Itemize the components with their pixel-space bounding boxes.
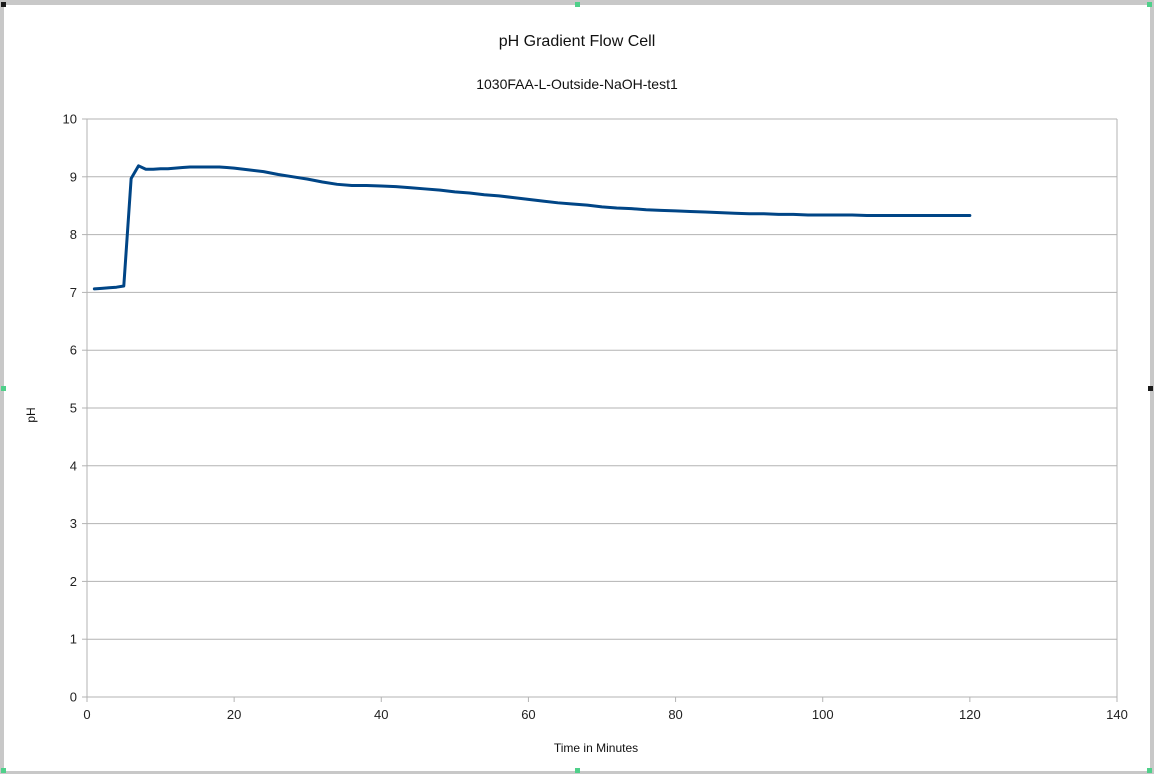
x-tick-label: 100 bbox=[812, 707, 834, 722]
x-tick-label: 140 bbox=[1106, 707, 1128, 722]
y-tick-label: 2 bbox=[70, 574, 77, 589]
x-tick-label: 120 bbox=[959, 707, 981, 722]
chart-subtitle: 1030FAA-L-Outside-NaOH-test1 bbox=[476, 76, 678, 92]
y-axis-label: pH bbox=[24, 407, 38, 422]
y-tick-label: 10 bbox=[63, 112, 77, 127]
y-tick-label: 8 bbox=[70, 227, 77, 242]
resize-handle-top-right[interactable] bbox=[1147, 2, 1152, 7]
y-tick-label: 3 bbox=[70, 516, 77, 531]
resize-handle-bottom-left[interactable] bbox=[1, 768, 6, 773]
x-tick-label: 20 bbox=[227, 707, 241, 722]
x-tick-label: 40 bbox=[374, 707, 388, 722]
gridlines bbox=[87, 118, 1117, 698]
x-tick-label: 80 bbox=[668, 707, 682, 722]
series-layer bbox=[92, 164, 972, 291]
y-tick-label: 1 bbox=[70, 632, 77, 647]
resize-handle-middle-left[interactable] bbox=[1, 386, 6, 391]
y-tick-label: 9 bbox=[70, 169, 77, 184]
resize-handle-bottom-center[interactable] bbox=[575, 768, 580, 773]
y-tick-label: 7 bbox=[70, 285, 77, 300]
x-axis-label: Time in Minutes bbox=[554, 741, 638, 755]
ph-series-line bbox=[92, 164, 972, 291]
resize-handle-top-center[interactable] bbox=[575, 2, 580, 7]
resize-handle-middle-right[interactable] bbox=[1148, 386, 1153, 391]
chart-title: pH Gradient Flow Cell bbox=[499, 33, 656, 50]
y-tick-label: 0 bbox=[70, 690, 77, 705]
x-tick-label: 60 bbox=[521, 707, 535, 722]
y-tick-label: 4 bbox=[70, 458, 77, 473]
resize-handle-top-left[interactable] bbox=[1, 2, 6, 7]
chart-frame[interactable]: pH Gradient Flow Cell 1030FAA-L-Outside-… bbox=[4, 5, 1150, 771]
y-tick-labels: 0 1 2 3 4 5 6 7 8 9 10 bbox=[63, 112, 77, 705]
x-tick-label: 0 bbox=[83, 707, 90, 722]
y-tick-label: 6 bbox=[70, 343, 77, 358]
resize-handle-bottom-right[interactable] bbox=[1147, 768, 1152, 773]
axes bbox=[82, 118, 1118, 702]
ph-line-chart: pH Gradient Flow Cell 1030FAA-L-Outside-… bbox=[24, 33, 1128, 755]
y-tick-label: 5 bbox=[70, 401, 77, 416]
x-tick-labels: 0 20 40 60 80 100 120 140 bbox=[83, 707, 1127, 722]
